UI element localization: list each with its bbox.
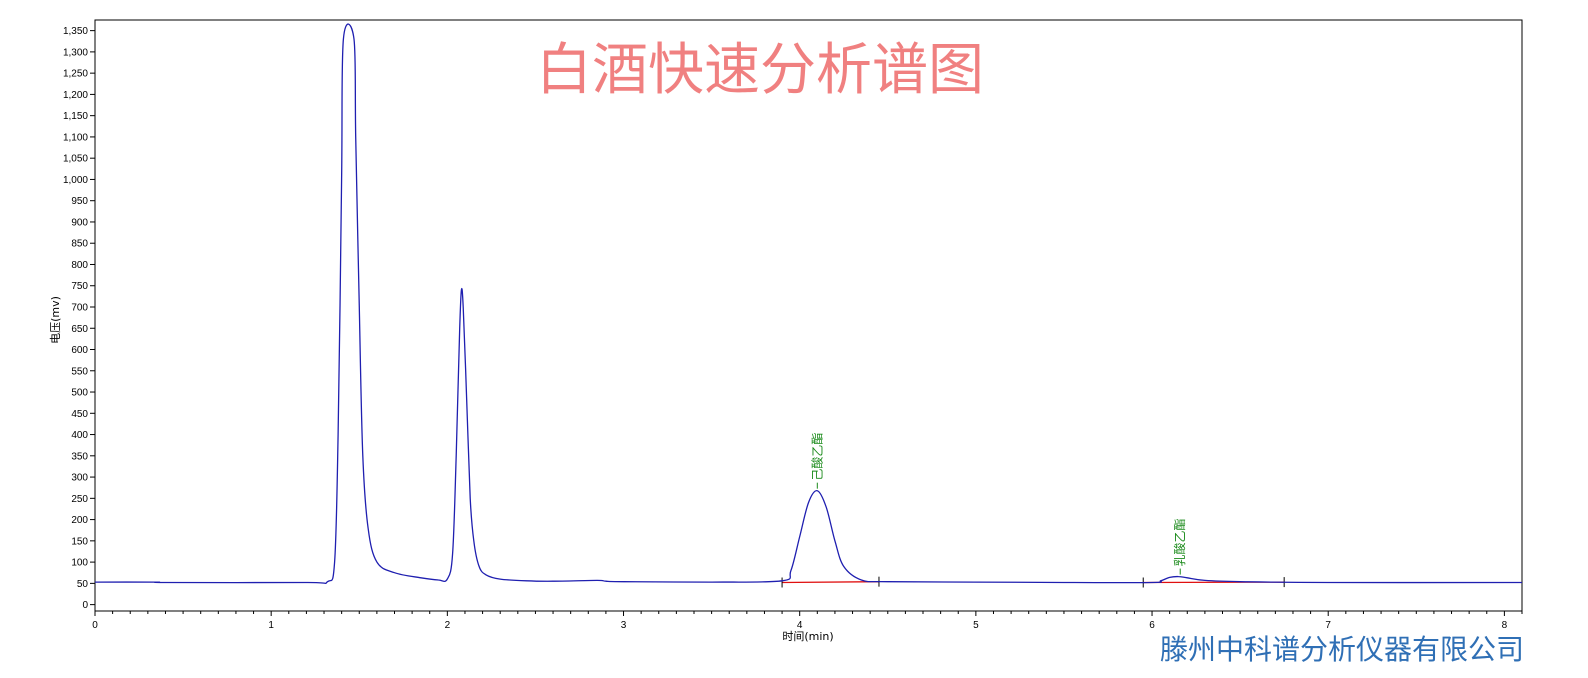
y-tick-label: 200 [71,515,88,526]
y-axis-label: 电压(mv) [49,296,62,344]
peak-label: 己酸乙酯 [809,433,824,481]
y-tick-label: 850 [71,239,88,250]
x-tick-label: 8 [1502,620,1508,631]
y-tick-label: 0 [82,600,88,611]
x-tick-label: 5 [973,620,979,631]
y-tick-label: 150 [71,536,88,547]
y-tick-label: 400 [71,430,88,441]
y-tick-label: 1,250 [63,69,88,80]
x-tick-label: 1 [268,620,274,631]
chromatogram-trace [94,23,1523,585]
chart-title: 白酒快速分析谱图 [536,38,984,103]
plot-frame [94,19,1523,612]
y-tick-label: 500 [71,388,88,399]
y-tick-label: 350 [71,451,88,462]
y-tick-label: 250 [71,494,88,505]
x-tick-label: 0 [92,620,98,631]
x-tick-label: 4 [797,620,803,631]
y-tick-label: 650 [71,324,88,335]
x-tick-label: 3 [621,620,627,631]
x-tick-label: 6 [1149,620,1155,631]
y-tick-label: 1,150 [63,111,88,122]
x-axis: 0 1 2 3 4 5 6 7 8 [92,611,1523,631]
peak-label: 乳酸乙酯 [1172,519,1187,567]
y-tick-label: 900 [71,217,88,228]
company-name: 滕州中科谱分析仪器有限公司 [1160,633,1524,666]
y-tick-label: 50 [77,579,89,590]
y-tick-label: 600 [71,345,88,356]
y-tick-label: 700 [71,302,88,313]
y-tick-label: 1,350 [63,26,88,37]
y-tick-label: 1,000 [63,175,88,186]
y-tick-label: 1,300 [63,47,88,58]
y-tick-label: 1,200 [63,90,88,101]
y-tick-label: 1,050 [63,154,88,165]
y-tick-label: 450 [71,409,88,420]
y-tick-label: 1,100 [63,132,88,143]
x-tick-label: 2 [445,620,451,631]
y-tick-label: 800 [71,260,88,271]
y-tick-label: 550 [71,366,88,377]
integration-baseline [782,581,879,584]
y-tick-label: 950 [71,196,88,207]
y-tick-label: 100 [71,558,88,569]
y-axis: 0 50 100 150 200 250 300 350 400 450 500 550 600 650 7… [63,26,95,611]
y-tick-label: 300 [71,473,88,484]
x-axis-label: 时间(min) [782,630,833,643]
x-tick-label: 7 [1325,620,1331,631]
y-tick-label: 750 [71,281,88,292]
